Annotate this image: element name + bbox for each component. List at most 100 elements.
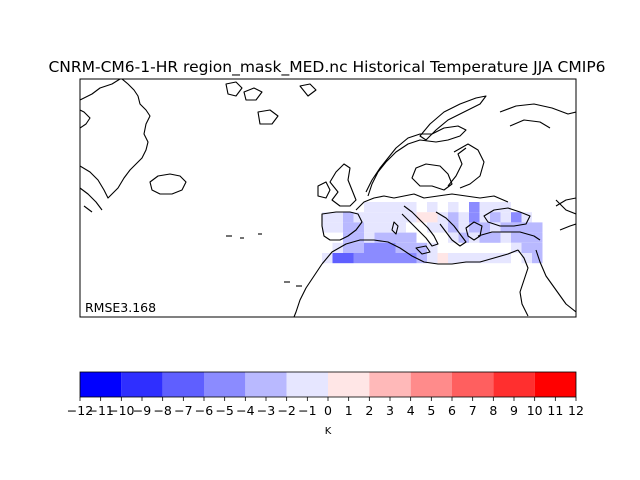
grid-cell xyxy=(427,242,438,253)
grid-cell xyxy=(332,253,343,264)
grid-cell xyxy=(511,242,522,253)
grid-cell xyxy=(322,222,333,233)
colorbar-bins xyxy=(80,372,576,397)
grid-cell xyxy=(500,253,511,264)
colorbar-tick-label: 6 xyxy=(448,403,456,418)
grid-cell xyxy=(353,242,364,253)
grid-cell xyxy=(490,202,501,213)
grid-cell xyxy=(332,222,343,233)
grid-cell xyxy=(448,202,459,213)
grid-cell xyxy=(374,222,385,233)
colorbar-tick-label: −12 xyxy=(67,403,93,418)
grid-cell xyxy=(343,232,354,243)
colorbar-tick-label: −7 xyxy=(174,403,192,418)
grid-cell xyxy=(437,212,448,223)
grid-cell xyxy=(385,202,396,213)
colorbar-tick-label: −11 xyxy=(87,403,113,418)
grid-cell xyxy=(458,222,469,233)
colorbar-tick-label: −1 xyxy=(298,403,316,418)
grid-cell xyxy=(511,232,522,243)
colorbar-tick-label: 12 xyxy=(568,403,584,418)
colorbar-tick-label: −10 xyxy=(108,403,134,418)
colorbar-tick-label: −6 xyxy=(195,403,213,418)
colorbar-unit-label: K xyxy=(325,426,332,437)
grid-cell xyxy=(385,212,396,223)
grid-cell xyxy=(469,202,480,213)
grid-cell xyxy=(521,232,532,243)
grid-cell xyxy=(532,242,543,253)
grid-cell xyxy=(364,222,375,233)
grid-cell xyxy=(469,222,480,233)
grid-cell xyxy=(385,232,396,243)
grid-cell xyxy=(469,212,480,223)
grid-cell xyxy=(521,242,532,253)
colorbar-bin xyxy=(204,372,246,397)
grid-cell xyxy=(479,222,490,233)
grid-cell xyxy=(458,232,469,243)
map-title: CNRM-CM6-1-HR region_mask_MED.nc Histori… xyxy=(48,58,605,77)
colorbar-tick-label: −5 xyxy=(215,403,233,418)
colorbar-ticks: −12−11−10−9 −8 −7 −6 −5 −4 −3 −2 −1 0 1 2 3 4 5 6 7 8 9 10 1… xyxy=(67,397,584,418)
colorbar-bin xyxy=(493,372,535,397)
grid-cell xyxy=(448,253,459,264)
grid-cell xyxy=(490,232,501,243)
grid-cell xyxy=(469,253,480,264)
colorbar-tick-label: 8 xyxy=(489,403,497,418)
grid-cell xyxy=(521,222,532,233)
grid-cell xyxy=(364,242,375,253)
grid-cell xyxy=(416,253,427,264)
grid-cell xyxy=(385,222,396,233)
grid-cell xyxy=(500,202,511,213)
grid-cell xyxy=(406,212,417,223)
grid-cell xyxy=(416,212,427,223)
grid-cell xyxy=(406,202,417,213)
grid-cell xyxy=(374,212,385,223)
colorbar-tick-label: 11 xyxy=(547,403,563,418)
grid-cell xyxy=(395,202,406,213)
colorbar-bin xyxy=(162,372,204,397)
grid-cell xyxy=(395,222,406,233)
grid-cell xyxy=(479,253,490,264)
grid-cell xyxy=(353,222,364,233)
map-panel: RMSE3.168 xyxy=(79,78,577,318)
grid-cell xyxy=(500,222,511,233)
colorbar-tick-label: −8 xyxy=(153,403,171,418)
grid-cell xyxy=(332,212,343,223)
grid-cell xyxy=(427,212,438,223)
grid-cell xyxy=(521,212,532,223)
colorbar-bin xyxy=(286,372,328,397)
colorbar-tick-label: 7 xyxy=(469,403,477,418)
colorbar-bin xyxy=(369,372,411,397)
colorbar-tick-label: 2 xyxy=(365,403,373,418)
grid-cell xyxy=(458,212,469,223)
grid-cell xyxy=(374,253,385,264)
grid-cell xyxy=(458,253,469,264)
grid-cell xyxy=(427,253,438,264)
colorbar-bin xyxy=(328,372,370,397)
grid-cell xyxy=(490,222,501,233)
grid-cell xyxy=(385,253,396,264)
grid-cell xyxy=(406,242,417,253)
colorbar-tick-label: 9 xyxy=(510,403,518,418)
colorbar-bin xyxy=(121,372,163,397)
colorbar-tick-label: 10 xyxy=(527,403,543,418)
grid-cell xyxy=(511,212,522,223)
grid-cell xyxy=(385,242,396,253)
grid-cell xyxy=(322,212,333,223)
grid-cell xyxy=(500,232,511,243)
colorbar-bin xyxy=(410,372,452,397)
grid-cell xyxy=(500,212,511,223)
grid-cell xyxy=(374,202,385,213)
grid-cell xyxy=(532,253,543,264)
colorbar-bin xyxy=(452,372,494,397)
grid-cell xyxy=(343,253,354,264)
grid-cell xyxy=(332,242,343,253)
colorbar-tick-label: −4 xyxy=(236,403,254,418)
grid-cell xyxy=(479,202,490,213)
grid-cell xyxy=(416,242,427,253)
grid-cell xyxy=(395,253,406,264)
colorbar: −12−11−10−9 −8 −7 −6 −5 −4 −3 −2 −1 0 1 2 3 4 5 6 7 8 9 10 1… xyxy=(67,371,584,437)
grid-cell xyxy=(469,232,480,243)
grid-cell xyxy=(343,212,354,223)
